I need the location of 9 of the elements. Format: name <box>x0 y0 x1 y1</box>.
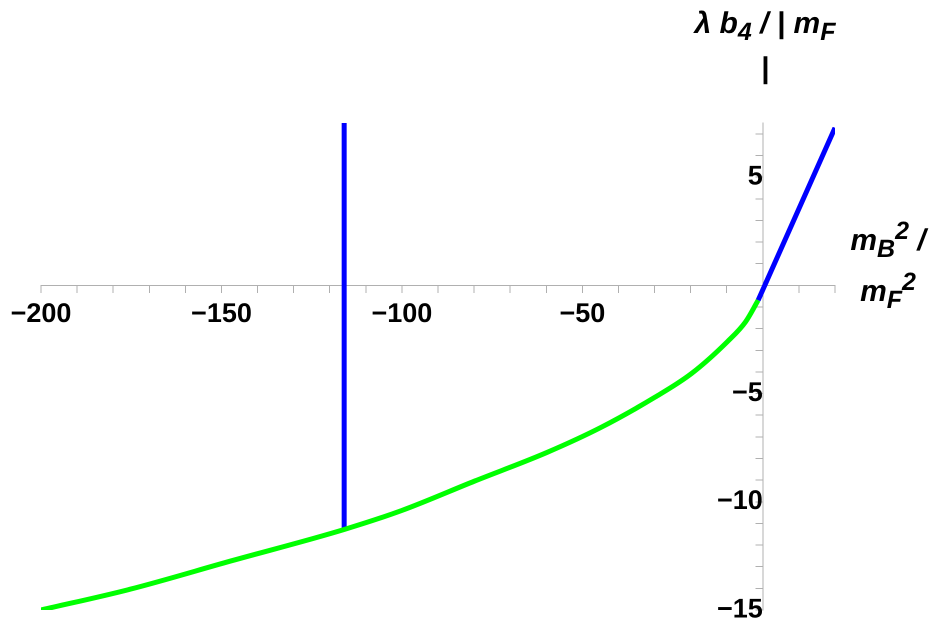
y-tick-label: −5 <box>732 377 763 408</box>
x-tick-label: −50 <box>559 298 606 328</box>
x-tick-label: −150 <box>191 298 252 328</box>
text: λ b$_{4}$ / | m$_{F}$ | <box>694 7 836 84</box>
x-tick-label: −200 <box>10 298 72 328</box>
y-tick-label: 5 <box>748 160 763 191</box>
y-tick-label: −15 <box>717 593 763 624</box>
y-tick-label: −10 <box>717 485 763 516</box>
x-tick-label: −100 <box>371 298 432 328</box>
